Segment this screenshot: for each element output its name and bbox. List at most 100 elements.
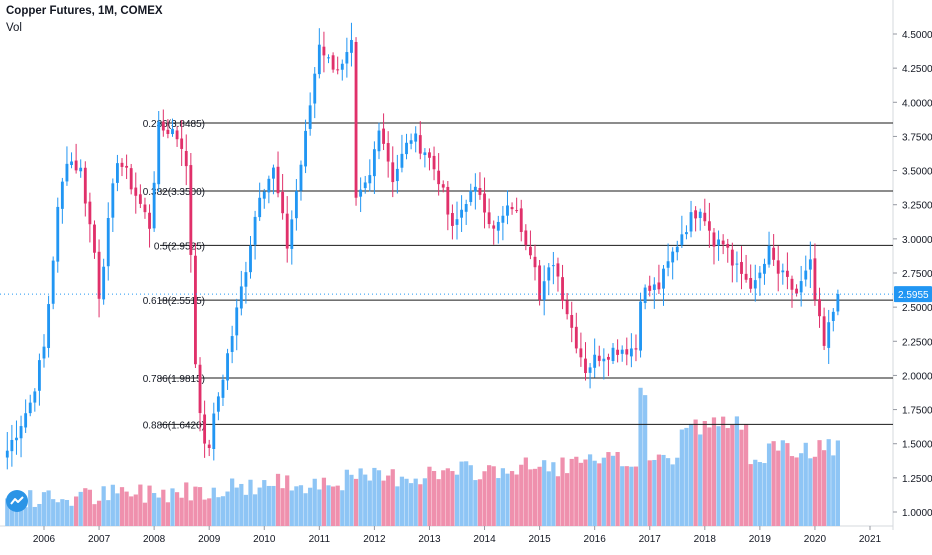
candle-body [143,204,147,213]
candle-body [363,182,367,189]
candle-body [221,379,225,398]
volume-bar [335,485,340,526]
candle-body [473,186,477,192]
volume-bar [74,496,79,526]
volume-bar [656,454,662,526]
volume-bar [633,466,639,526]
candle-body [51,260,55,304]
candle-body [781,270,785,273]
volume-bar [32,506,37,526]
candle-body [382,128,386,144]
volume-bar [803,442,808,526]
candle-body [102,266,106,300]
candle-body [721,240,725,245]
candle-body [744,273,748,280]
candle-body [93,224,96,253]
candle-body [65,163,69,182]
volume-bar [248,479,253,526]
volume-bar [46,490,51,526]
candle-body [313,73,317,104]
volume-bar [620,466,625,526]
volume-bar [730,424,735,526]
fib-level-label: 0.786(1.9815) [143,374,205,385]
volume-bar [684,427,689,526]
volume-bar [560,457,565,526]
candle-body [428,152,431,158]
candle-body [561,277,564,301]
volume-bar [197,487,203,526]
candle-body [799,281,803,293]
price-tick-label: 4.0000 [902,98,932,109]
volume-bar [266,485,271,526]
volume-bar [225,491,230,526]
time-tick-label: 2016 [584,534,607,545]
time-tick-label: 2010 [253,534,276,545]
candle-body [785,270,789,277]
candle-body [698,211,702,218]
volume-bar [583,459,588,526]
volume-bar [51,499,56,526]
candle-body [528,246,532,256]
volume-bar [615,451,620,526]
time-tick-label: 2020 [804,534,827,545]
candle-body [180,138,184,149]
candle-body [666,261,670,268]
candle-body [377,130,381,152]
volume-bar [569,458,574,526]
candle-body [662,268,665,289]
candle-body [464,204,468,212]
price-tick-label: 3.7500 [902,132,932,143]
time-tick-label: 2015 [528,534,551,545]
candle-body [510,207,514,210]
time-tick-label: 2019 [749,534,772,545]
volume-bar [675,457,680,526]
candle-body [487,212,491,225]
volume-bar [170,488,175,526]
candle-body [620,349,624,354]
candle-body [588,367,592,373]
candle-body [171,128,174,135]
volume-bar [606,452,611,526]
candle-body [680,234,684,246]
volume-bar [766,443,772,526]
candle-body [469,190,473,203]
candle-body [345,52,349,64]
candle-body [478,188,482,195]
volume-bar [509,471,515,526]
volume-bar [184,482,189,526]
volume-bar [23,507,28,526]
volume-bar [14,511,19,526]
candle-body [551,265,555,267]
price-axis: 4.5000 4.2500 4.0000 3.7500 3.5000 3.2500 3.00… [892,0,932,530]
candle-body [776,260,780,274]
volume-bar [601,457,606,526]
candle-body [152,182,156,229]
volume-bar [358,468,363,526]
volume-bar [771,441,776,526]
volume-bar [147,485,152,526]
candle-body [249,245,252,273]
volume-bar [739,429,744,526]
volume-bar [234,487,239,526]
volume-bar [487,465,492,526]
tradingview-logo-icon[interactable] [6,490,28,512]
volume-bar [37,503,42,526]
volume-bar [317,489,322,526]
candle-body [340,63,344,70]
volume-bar [789,456,795,526]
candle-body [226,353,229,381]
time-tick-label: 2007 [88,534,111,545]
candle-body [570,315,574,328]
candle-body [501,215,505,223]
volume-bar [28,490,33,526]
fib-level-label: 0.382(3.3500) [143,187,205,198]
time-tick-label: 2006 [33,534,56,545]
time-tick-label: 2017 [639,534,662,545]
candle-body [836,294,840,312]
candle-body [758,272,762,279]
candle-body [707,221,711,231]
candle-body [574,326,578,349]
volume-bar [326,485,331,526]
